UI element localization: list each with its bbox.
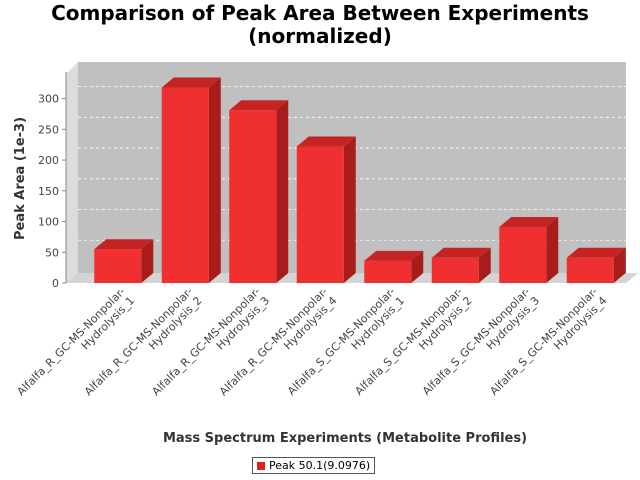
- bar-side: [343, 136, 356, 283]
- x-tick-label-line: Alfalfa_R_GC-MS-Nonpolar-: [217, 285, 330, 398]
- x-tick-label-line: Alfalfa_R_GC-MS-Nonpolar-: [82, 285, 195, 398]
- bar-top: [94, 239, 154, 250]
- bar-side: [411, 250, 424, 283]
- x-tick-label-line: Alfalfa_S_GC-MS-Nonpolar-: [487, 285, 600, 398]
- bar-side: [208, 77, 221, 283]
- chart-title: Comparison of Peak Area Between Experime…: [51, 1, 589, 48]
- y-tick-label: 250: [38, 123, 59, 136]
- y-tick-label: 300: [38, 93, 59, 106]
- plot-left-wall: [66, 62, 78, 283]
- x-axis-label: Mass Spectrum Experiments (Metabolite Pr…: [162, 431, 528, 446]
- bar: [499, 227, 547, 283]
- bar-side: [478, 247, 491, 283]
- bar-top: [431, 247, 491, 258]
- bar-top: [364, 250, 424, 261]
- y-tick-label: 0: [52, 277, 59, 290]
- bar: [566, 257, 614, 283]
- y-axis-label: Peak Area (1e-3): [13, 117, 28, 240]
- bar-top: [499, 217, 559, 228]
- bar: [229, 110, 277, 284]
- x-tick-label-line: Alfalfa_R_GC-MS-Nonpolar-: [14, 285, 127, 398]
- bar-top: [566, 247, 626, 258]
- legend: Peak 50.1(9.0976): [252, 457, 376, 474]
- legend-swatch: [257, 461, 265, 470]
- bar: [296, 146, 344, 283]
- x-tick-label-line: Alfalfa_S_GC-MS-Nonpolar-: [285, 285, 398, 398]
- y-tick-label: 50: [45, 246, 59, 259]
- bar-side: [276, 100, 289, 284]
- y-tick-label: 200: [38, 154, 59, 167]
- bar-top: [229, 100, 289, 111]
- bar: [431, 257, 479, 283]
- bar: [364, 260, 412, 283]
- bar-top: [296, 136, 356, 147]
- bar: [94, 249, 142, 283]
- legend-label: Peak 50.1(9.0976): [269, 459, 371, 472]
- x-tick-label-line: Alfalfa_S_GC-MS-Nonpolar-: [420, 285, 533, 398]
- x-tick-label: Alfalfa_R_GC-MS-Nonpolar-Hydrolysis_1: [14, 285, 137, 398]
- x-tick-label-line: Alfalfa_S_GC-MS-Nonpolar-: [352, 285, 465, 398]
- bar-side: [141, 239, 154, 283]
- bar: [161, 87, 209, 283]
- y-tick-label: 100: [38, 216, 59, 229]
- bar-side: [546, 217, 559, 283]
- x-tick-label-line: Alfalfa_R_GC-MS-Nonpolar-: [149, 285, 262, 398]
- y-tick-label: 150: [38, 185, 59, 198]
- bar-top: [161, 77, 221, 88]
- bar-side: [613, 247, 626, 283]
